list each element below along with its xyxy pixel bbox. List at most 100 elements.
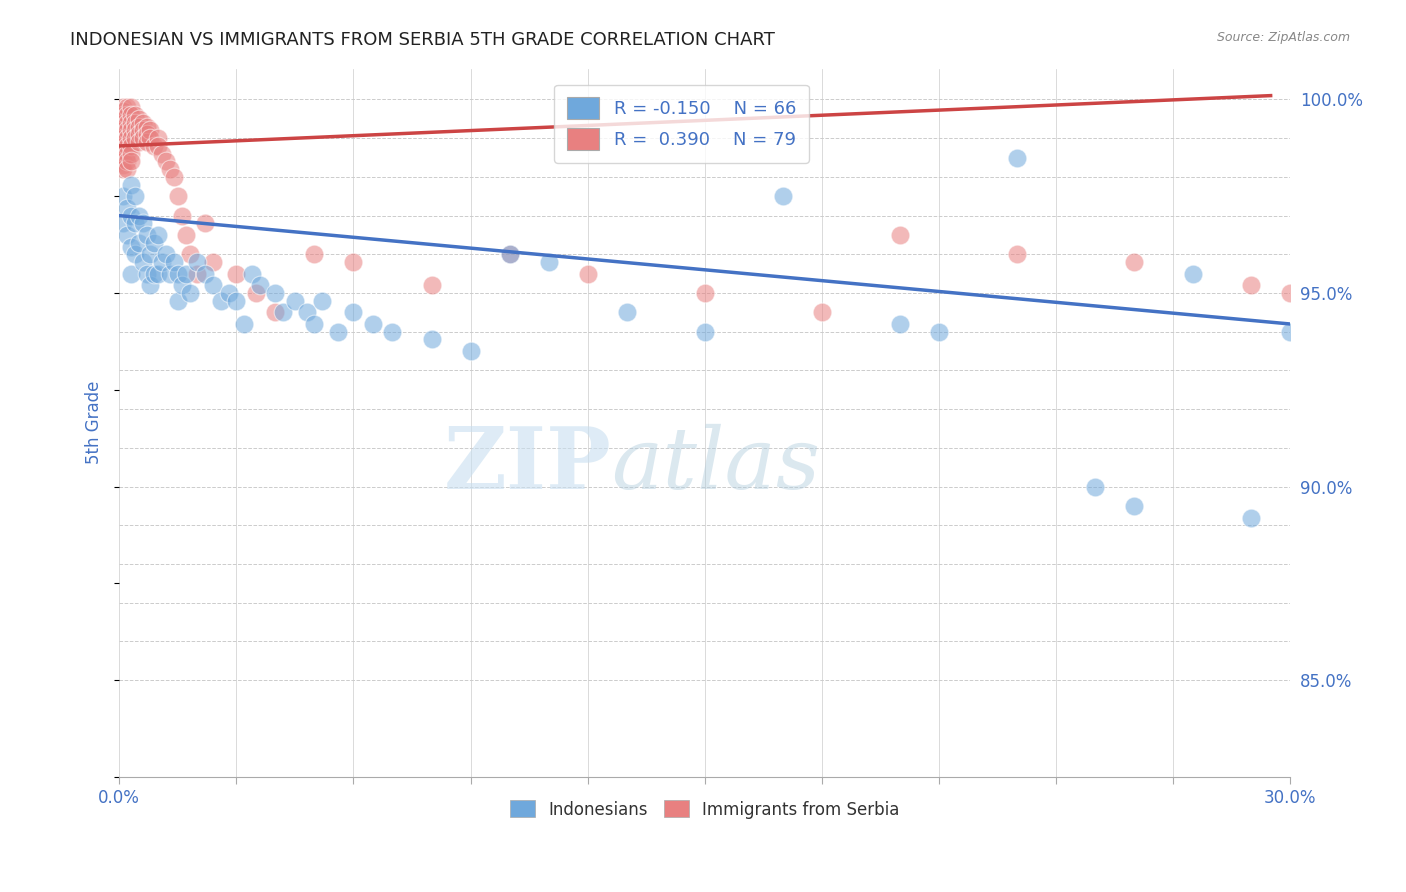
Point xyxy=(112,112,135,126)
Point xyxy=(170,278,193,293)
Point xyxy=(128,209,150,223)
Point xyxy=(139,278,162,293)
Point xyxy=(112,143,135,157)
Point xyxy=(209,293,232,308)
Point xyxy=(115,154,138,169)
Y-axis label: 5th Grade: 5th Grade xyxy=(86,381,103,465)
Point xyxy=(120,123,142,137)
Point xyxy=(1279,286,1302,301)
Point xyxy=(112,146,135,161)
Point xyxy=(135,135,157,149)
Point xyxy=(194,216,217,230)
Point xyxy=(498,247,520,261)
Point xyxy=(135,128,157,142)
Point xyxy=(148,131,170,145)
Point xyxy=(115,131,138,145)
Text: ZIP: ZIP xyxy=(443,423,612,508)
Point xyxy=(112,162,135,177)
Point xyxy=(124,131,146,145)
Point xyxy=(128,135,150,149)
Point xyxy=(143,139,166,153)
Text: atlas: atlas xyxy=(612,424,820,507)
Point xyxy=(135,227,157,242)
Point xyxy=(143,235,166,250)
Point xyxy=(264,305,287,319)
Point xyxy=(225,267,247,281)
Point xyxy=(135,267,157,281)
Point xyxy=(120,239,142,253)
Point xyxy=(139,131,162,145)
Point xyxy=(342,255,364,269)
Point xyxy=(460,344,482,359)
Point xyxy=(174,227,197,242)
Point xyxy=(155,154,177,169)
Point xyxy=(889,317,911,331)
Point xyxy=(1084,479,1107,493)
Point xyxy=(120,108,142,122)
Point xyxy=(120,209,142,223)
Point xyxy=(218,286,240,301)
Point xyxy=(245,286,267,301)
Point xyxy=(1005,151,1028,165)
Point xyxy=(115,146,138,161)
Point xyxy=(115,116,138,130)
Point xyxy=(148,227,170,242)
Point xyxy=(128,112,150,126)
Point xyxy=(112,154,135,169)
Point xyxy=(201,278,224,293)
Point xyxy=(148,139,170,153)
Point xyxy=(120,267,142,281)
Legend: Indonesians, Immigrants from Serbia: Indonesians, Immigrants from Serbia xyxy=(503,794,907,825)
Point xyxy=(1123,499,1146,513)
Point xyxy=(143,267,166,281)
Point xyxy=(342,305,364,319)
Point xyxy=(693,286,716,301)
Point xyxy=(179,247,201,261)
Point xyxy=(284,293,307,308)
Point xyxy=(131,216,153,230)
Point xyxy=(1123,255,1146,269)
Point xyxy=(112,216,135,230)
Point xyxy=(304,317,326,331)
Point xyxy=(1279,325,1302,339)
Point xyxy=(186,267,208,281)
Point xyxy=(124,123,146,137)
Point xyxy=(772,189,794,203)
Point xyxy=(112,189,135,203)
Point xyxy=(616,305,638,319)
Point xyxy=(115,139,138,153)
Point xyxy=(166,189,188,203)
Point xyxy=(112,123,135,137)
Point xyxy=(537,255,560,269)
Point xyxy=(120,131,142,145)
Point xyxy=(150,255,173,269)
Point xyxy=(693,325,716,339)
Point xyxy=(810,305,832,319)
Point xyxy=(295,305,318,319)
Point xyxy=(112,135,135,149)
Point xyxy=(112,108,135,122)
Point xyxy=(271,305,294,319)
Point xyxy=(112,104,135,119)
Point xyxy=(148,267,170,281)
Text: INDONESIAN VS IMMIGRANTS FROM SERBIA 5TH GRADE CORRELATION CHART: INDONESIAN VS IMMIGRANTS FROM SERBIA 5TH… xyxy=(70,31,775,49)
Point xyxy=(112,151,135,165)
Point xyxy=(194,267,217,281)
Point xyxy=(1181,267,1204,281)
Point xyxy=(120,116,142,130)
Point xyxy=(498,247,520,261)
Point xyxy=(120,178,142,192)
Point xyxy=(361,317,384,331)
Point xyxy=(201,255,224,269)
Point xyxy=(928,325,950,339)
Point xyxy=(115,227,138,242)
Point xyxy=(150,146,173,161)
Point xyxy=(163,255,186,269)
Point xyxy=(381,325,404,339)
Point xyxy=(120,146,142,161)
Point xyxy=(1240,278,1263,293)
Point xyxy=(233,317,256,331)
Point xyxy=(139,123,162,137)
Point xyxy=(225,293,247,308)
Point xyxy=(1005,247,1028,261)
